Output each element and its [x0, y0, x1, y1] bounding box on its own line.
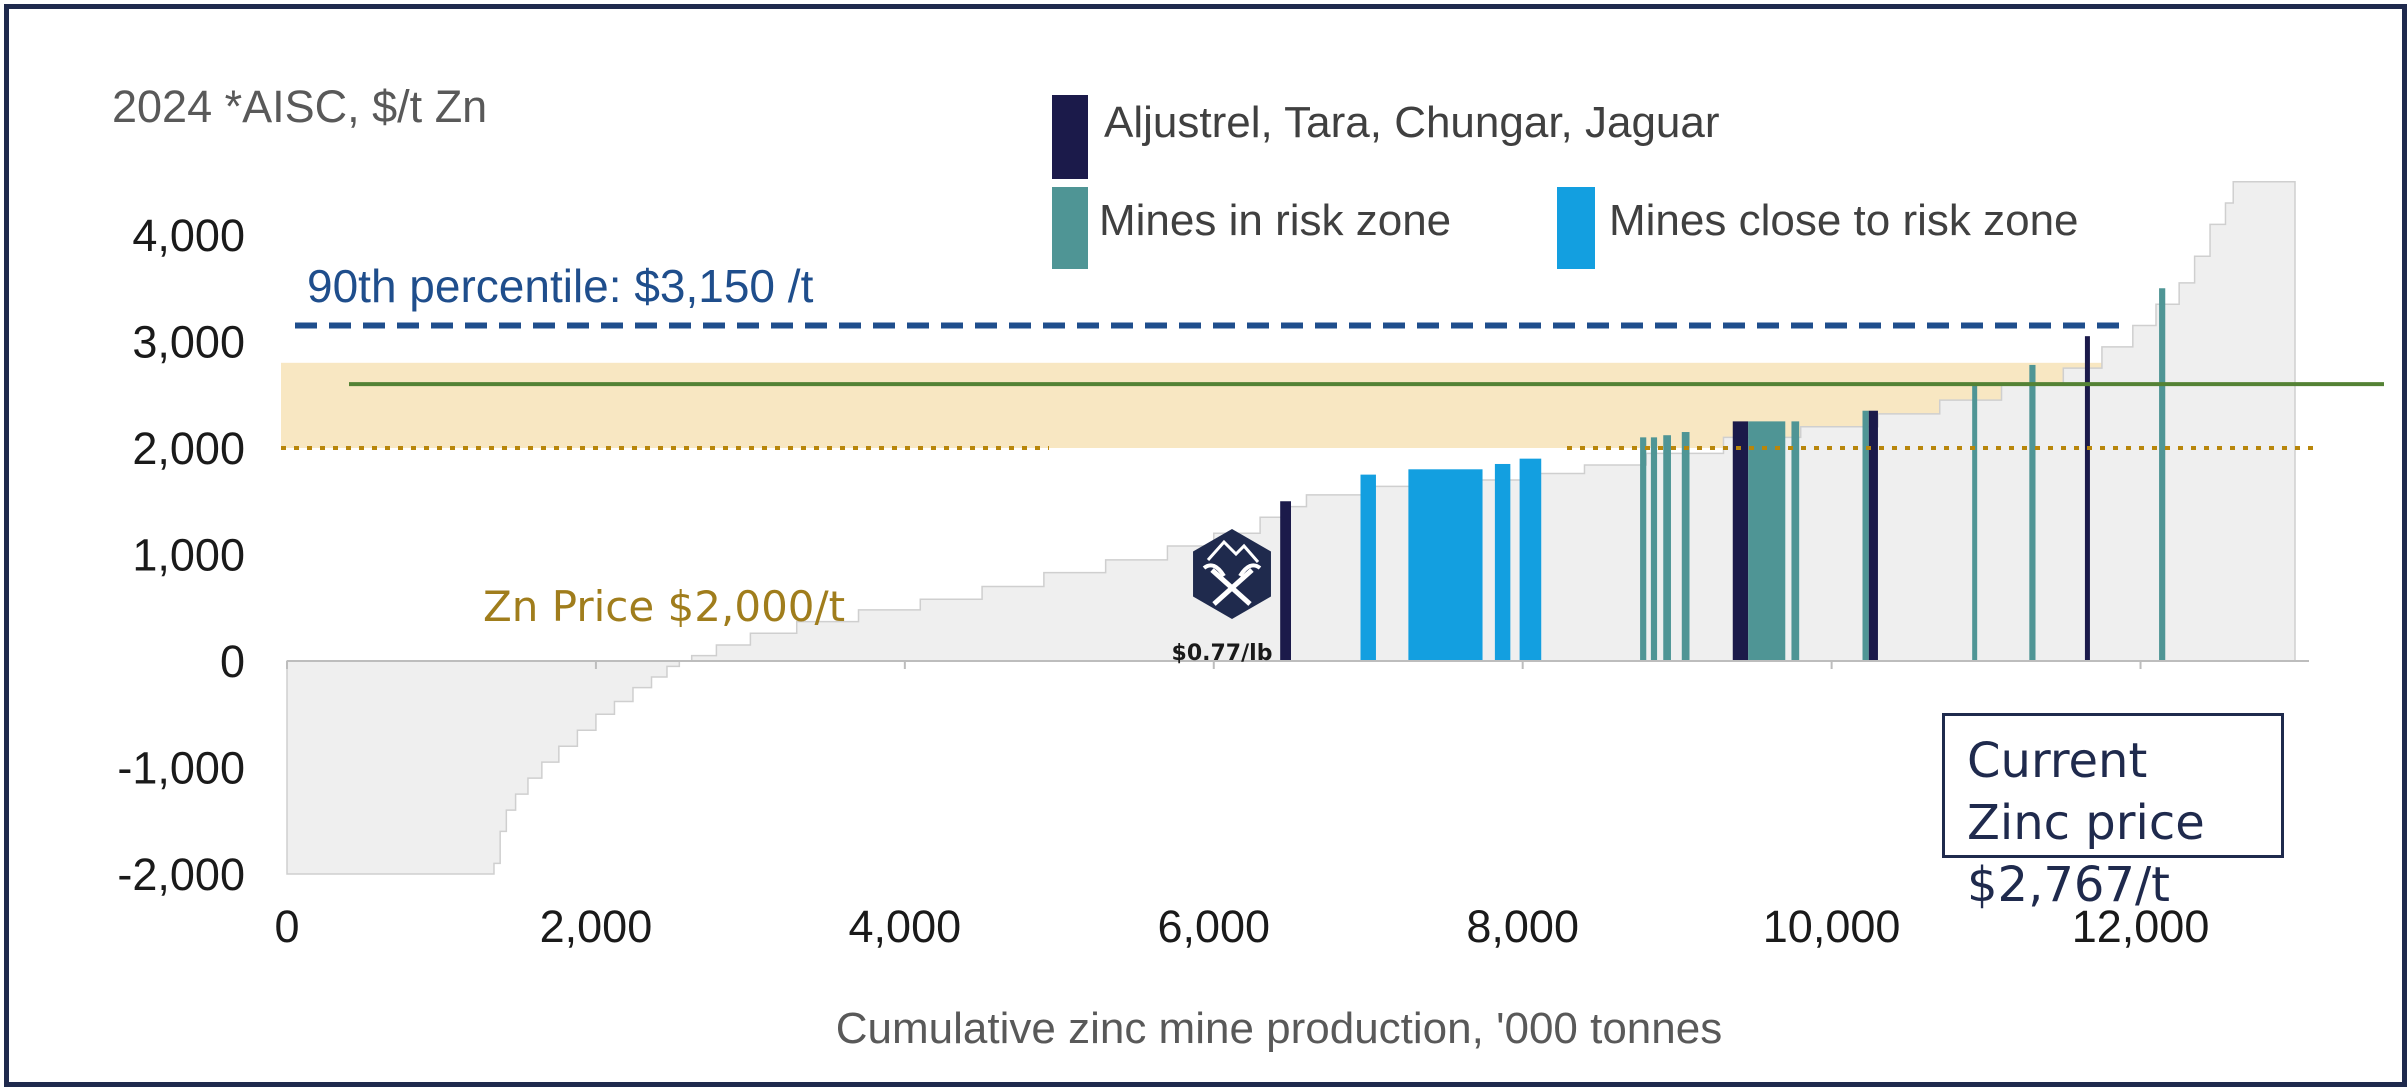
legend-label: Mines close to risk zone [1609, 196, 2079, 245]
legend-label: Mines in risk zone [1099, 196, 1451, 245]
legend-label: Aljustrel, Tara, Chungar, Jaguar [1104, 98, 1720, 147]
mine-bar [1732, 421, 1749, 661]
x-tick-label: 4,000 [849, 901, 962, 952]
logo-mountain [1206, 539, 1260, 563]
percentile-90-label: 90th percentile: $3,150 /t [307, 260, 814, 312]
mine-bar [1868, 410, 1878, 661]
mine-bar [1640, 437, 1647, 661]
cost-curve-chart: 2024 *AISC, $/t Zn 90th percentile: $3,1… [112, 81, 2384, 1053]
y-tick-label: 3,000 [132, 317, 245, 368]
zn-price-label: Zn Price $2,000/t [483, 582, 845, 631]
x-tick-label: 0 [274, 901, 299, 952]
mine-bar [1748, 421, 1786, 661]
mine-bar [1972, 384, 1978, 661]
current-zinc-price-label: Current Zinc price $2,767/t [1967, 733, 2205, 913]
y-tick-label: -1,000 [117, 743, 245, 794]
mine-bar [1494, 463, 1511, 661]
mine-bar [1360, 474, 1376, 661]
y-tick-label: 2,000 [132, 423, 245, 474]
mine-bar [1519, 458, 1542, 661]
legend-swatch [1052, 187, 1088, 269]
logo-hexagon [1193, 529, 1271, 619]
legend-swatch [1557, 187, 1595, 269]
y-tick-label: 4,000 [132, 210, 245, 261]
current-zinc-price-box: Current Zinc price $2,767/t [1942, 713, 2284, 913]
y-tick-label: 0 [220, 636, 245, 687]
logo-pick-head-2 [1238, 563, 1262, 578]
mine-bar [2029, 364, 2036, 661]
x-axis-label: Cumulative zinc mine production, '000 to… [836, 1004, 1722, 1053]
y-tick-label: 1,000 [132, 530, 245, 581]
y-tick-label: -2,000 [117, 849, 245, 900]
price-per-lb-annotation: $0.77/lb [1172, 641, 1273, 666]
x-tick-label: 6,000 [1157, 901, 1270, 952]
x-tick-label: 10,000 [1763, 901, 1901, 952]
x-tick-label: 12,000 [2072, 901, 2210, 952]
mine-bar [1650, 437, 1658, 661]
mine-bar [1280, 501, 1291, 661]
mine-bar [1791, 421, 1800, 661]
mine-bar [2159, 288, 2166, 661]
x-tick-label: 2,000 [540, 901, 653, 952]
chart-frame: 2024 *AISC, $/t Zn 90th percentile: $3,1… [4, 4, 2407, 1087]
mine-bar [1408, 469, 1483, 661]
x-tick-label: 8,000 [1466, 901, 1579, 952]
mine-bar [1663, 435, 1671, 661]
company-logo-icon [1193, 529, 1271, 619]
mine-bar [1862, 410, 1869, 661]
mine-bar [1681, 432, 1690, 661]
legend-swatch [1052, 95, 1088, 179]
chart-title: 2024 *AISC, $/t Zn [112, 81, 487, 132]
logo-pick-2 [1212, 568, 1254, 606]
logo-pick-head-1 [1202, 563, 1226, 578]
mine-bar [2084, 336, 2090, 661]
